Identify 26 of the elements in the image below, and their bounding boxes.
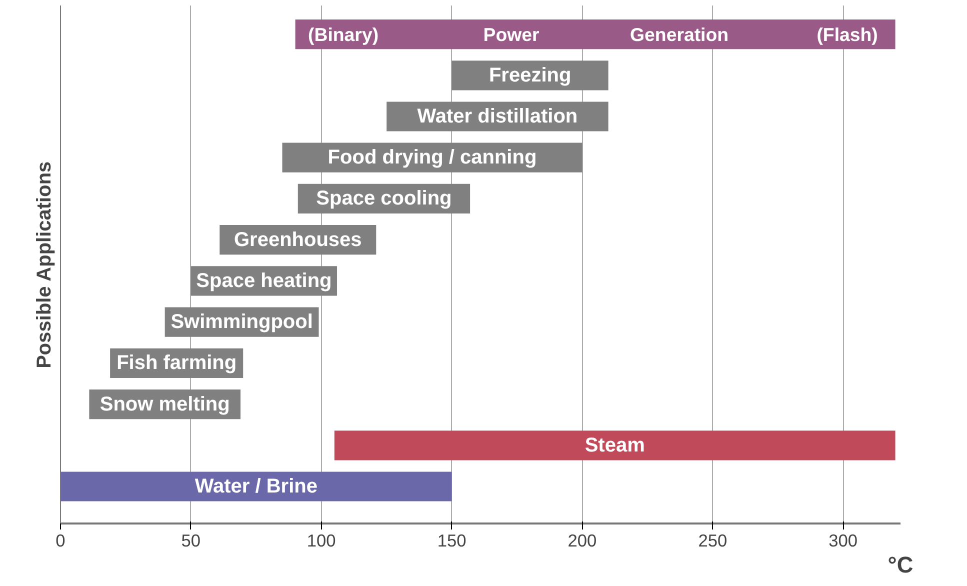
x-tick-label: 150	[437, 530, 466, 550]
y-tick-label: Space cooling	[316, 188, 452, 210]
bar	[334, 430, 896, 460]
x-axis-title: °C	[888, 552, 914, 578]
x-tick-label: 300	[828, 530, 858, 550]
annotation: Power	[483, 24, 540, 45]
x-tick-label: 200	[568, 530, 597, 550]
y-tick-label: Swimmingpool	[170, 311, 313, 334]
y-tick-label: Fish farming	[116, 352, 237, 374]
x-tick-label: 50	[181, 530, 201, 550]
annotation: (Binary)	[308, 24, 379, 45]
x-tick-label: 250	[698, 530, 728, 550]
y-tick-label: Freezing	[488, 64, 572, 86]
annotation: Generation	[630, 24, 729, 45]
x-tick-label: 0	[56, 530, 66, 550]
y-tick-label: Greenhouses	[234, 228, 362, 251]
annotation: (Flash)	[816, 24, 878, 45]
y-tick-label: Space heating	[196, 270, 332, 292]
y-tick-label: Snow melting	[100, 393, 230, 416]
y-tick-label: Food drying / canning	[328, 146, 537, 169]
bar	[60, 472, 452, 502]
y-tick-label: Water distillation	[417, 106, 578, 128]
y-tick-label: Steam	[584, 434, 645, 456]
y-tick-label: Water / Brine	[194, 476, 318, 498]
y-axis-title: Possible Applications	[34, 161, 56, 368]
x-tick-label: 100	[306, 530, 336, 550]
